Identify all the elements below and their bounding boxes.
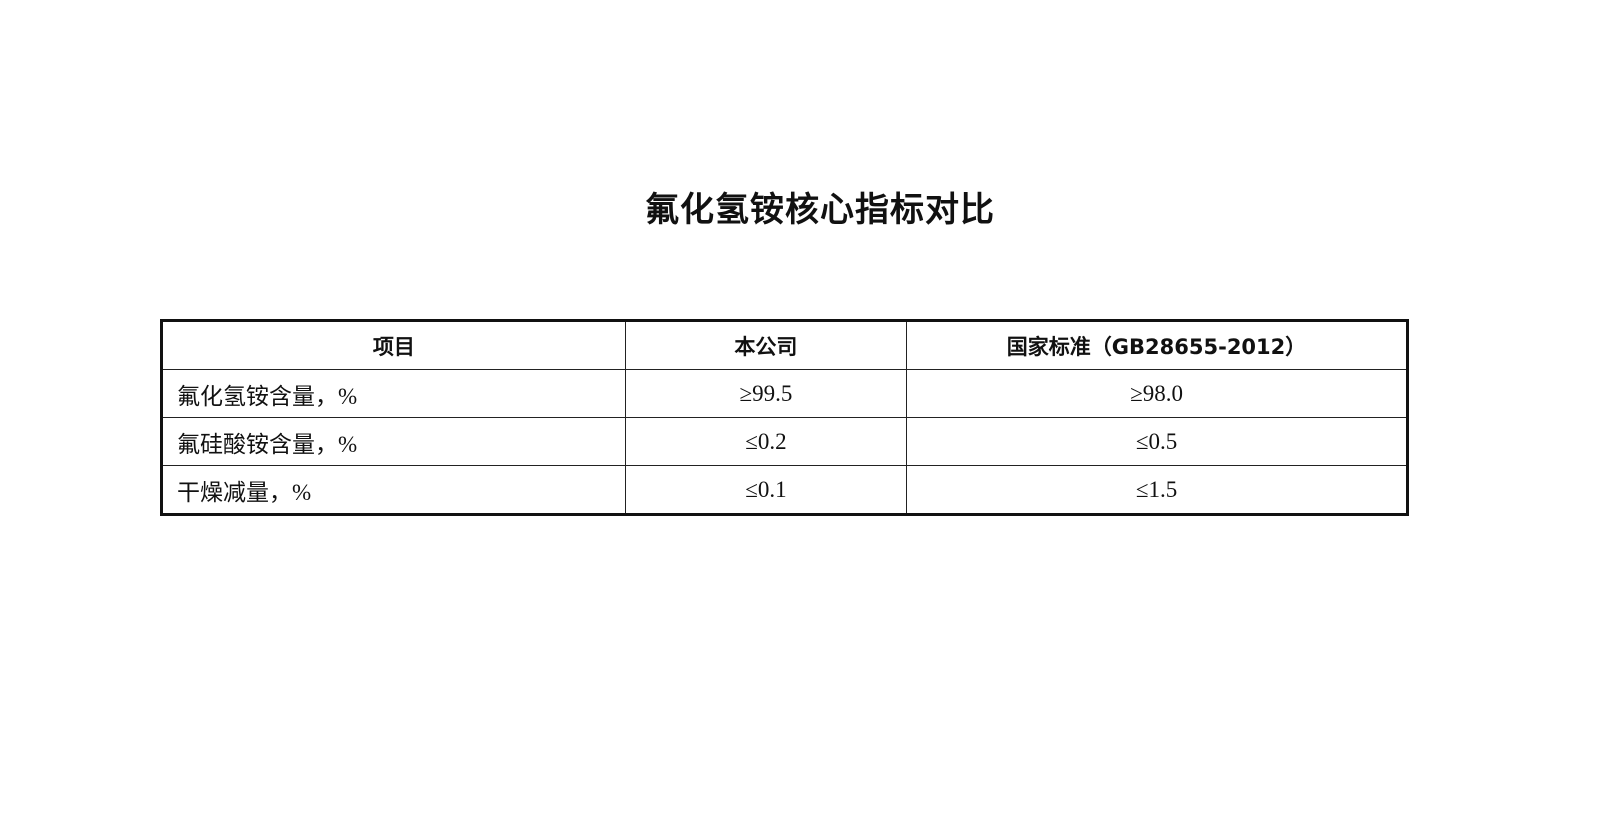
row-standard-value: ≤0.5 <box>906 417 1408 466</box>
header-item: 项目 <box>161 320 626 370</box>
row-company-value: ≤0.2 <box>624 417 908 466</box>
row-company-value: ≤0.1 <box>624 465 908 515</box>
row-item: 干燥减量，% <box>161 465 626 515</box>
header-national-standard: 国家标准（GB28655-2012） <box>906 320 1408 370</box>
table-row: 氟化氢铵含量，% ≥99.5 ≥98.0 <box>161 369 1408 418</box>
header-company: 本公司 <box>624 320 908 370</box>
row-company-value: ≥99.5 <box>624 369 908 418</box>
table-row: 干燥减量，% ≤0.1 ≤1.5 <box>161 465 1408 515</box>
document-title: 氟化氢铵核心指标对比 <box>645 190 995 230</box>
row-item: 氟化氢铵含量，% <box>161 369 626 418</box>
table-row: 氟硅酸铵含量，% ≤0.2 ≤0.5 <box>161 417 1408 466</box>
row-standard-value: ≤1.5 <box>906 465 1408 515</box>
comparison-table: 项目 本公司 国家标准（GB28655-2012） 氟化氢铵含量，% ≥99.5… <box>160 319 1409 516</box>
row-item: 氟硅酸铵含量，% <box>161 417 626 466</box>
row-standard-value: ≥98.0 <box>906 369 1408 418</box>
table-header-row: 项目 本公司 国家标准（GB28655-2012） <box>161 320 1408 370</box>
